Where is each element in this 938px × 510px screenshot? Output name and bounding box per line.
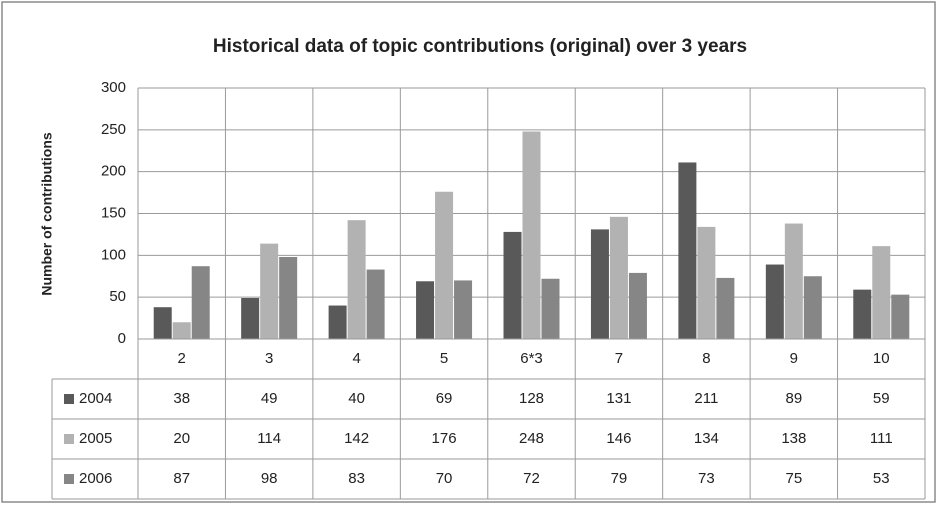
table-cell: 73 — [698, 470, 715, 487]
bar — [328, 305, 347, 339]
table-cell: 87 — [173, 470, 190, 487]
bar — [590, 229, 609, 339]
bar — [872, 246, 891, 339]
x-tick-label: 8 — [702, 350, 710, 367]
x-tick-label: 9 — [790, 350, 798, 367]
table-cell: 134 — [694, 430, 719, 447]
table-cell: 89 — [785, 390, 802, 407]
legend-key — [64, 474, 74, 484]
legend-label: 2006 — [79, 470, 112, 487]
table-cell: 248 — [519, 430, 544, 447]
chart-title: Historical data of topic contributions (… — [213, 36, 747, 57]
y-tick-label: 150 — [101, 204, 126, 221]
bar — [609, 216, 628, 339]
table-cell: 138 — [781, 430, 806, 447]
bar — [628, 272, 647, 339]
x-tick-label: 7 — [615, 350, 623, 367]
x-tick-label: 10 — [873, 350, 890, 367]
legend-key — [64, 434, 74, 444]
bar — [241, 298, 260, 339]
x-tick-label: 5 — [440, 350, 448, 367]
bar — [853, 289, 872, 339]
bar — [172, 322, 191, 339]
bar — [366, 269, 385, 339]
table-cell: 69 — [436, 390, 453, 407]
bar — [765, 264, 784, 339]
bar — [153, 307, 172, 339]
x-tick-label: 2 — [178, 350, 186, 367]
x-tick-label: 3 — [265, 350, 273, 367]
bar — [697, 226, 716, 339]
table-cell: 142 — [344, 430, 369, 447]
table-cell: 38 — [173, 390, 190, 407]
bar — [416, 281, 435, 339]
table-cell: 83 — [348, 470, 365, 487]
table-cell: 40 — [348, 390, 365, 407]
y-tick-label: 100 — [101, 246, 126, 263]
table-cell: 146 — [606, 430, 631, 447]
table-cell: 131 — [606, 390, 631, 407]
table-cell: 176 — [432, 430, 457, 447]
bar — [784, 223, 803, 339]
legend-label: 2005 — [79, 430, 112, 447]
table-cell: 53 — [873, 470, 890, 487]
table-cell: 70 — [436, 470, 453, 487]
bar — [435, 191, 454, 339]
table-cell: 49 — [261, 390, 278, 407]
table-cell: 72 — [523, 470, 540, 487]
x-tick-label: 6*3 — [520, 350, 543, 367]
table-cell: 75 — [785, 470, 802, 487]
y-axis-label: Number of contributions — [39, 132, 55, 296]
bar — [522, 131, 541, 339]
y-tick-label: 200 — [101, 163, 126, 180]
y-tick-label: 0 — [118, 330, 126, 347]
bar — [803, 276, 822, 339]
table-cell: 128 — [519, 390, 544, 407]
bar — [678, 162, 697, 339]
y-tick-label: 50 — [109, 288, 126, 305]
bar — [347, 220, 366, 339]
bar — [891, 294, 910, 339]
table-cell: 79 — [611, 470, 628, 487]
table-cell: 98 — [261, 470, 278, 487]
table-cell: 111 — [870, 430, 893, 447]
table-cell: 20 — [173, 430, 190, 447]
table-cell: 59 — [873, 390, 890, 407]
bar — [279, 257, 298, 339]
x-tick-label: 4 — [352, 350, 360, 367]
bar — [191, 266, 210, 339]
table-cell: 211 — [694, 390, 718, 407]
bar — [716, 277, 735, 339]
legend-key — [64, 394, 74, 404]
bar — [503, 231, 522, 339]
table-cell: 114 — [257, 430, 281, 447]
bar — [260, 243, 279, 339]
bar — [454, 280, 473, 339]
y-tick-label: 250 — [101, 121, 126, 138]
y-tick-label: 300 — [101, 79, 126, 96]
bar — [541, 278, 560, 339]
legend-label: 2004 — [79, 390, 112, 407]
